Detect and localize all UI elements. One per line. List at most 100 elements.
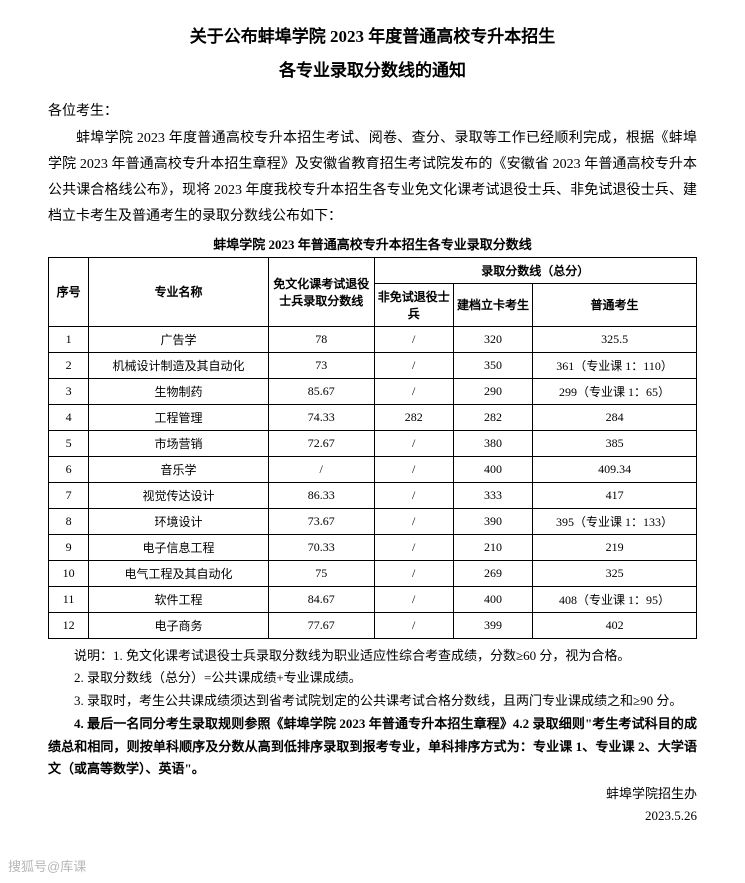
table-cell: 409.34 [533,456,697,482]
table-cell: 325.5 [533,326,697,352]
table-row: 1广告学78/320325.5 [49,326,697,352]
table-row: 11软件工程84.67/400408（专业课 1：95） [49,586,697,612]
table-cell: 74.33 [268,404,374,430]
table-cell: / [374,378,453,404]
table-cell: 8 [49,508,89,534]
notes-section: 说明：1. 免文化课考试退役士兵录取分数线为职业适应性综合考查成绩，分数≥60 … [48,645,697,782]
note-1: 说明：1. 免文化课考试退役士兵录取分数线为职业适应性综合考查成绩，分数≥60 … [48,645,697,668]
header-regular: 普通考生 [533,283,697,326]
table-cell: 机械设计制造及其自动化 [89,352,269,378]
table-cell: 400 [453,586,532,612]
table-cell: 417 [533,482,697,508]
table-cell: 395（专业课 1：133） [533,508,697,534]
table-cell: / [374,430,453,456]
table-cell: / [374,586,453,612]
table-cell: 9 [49,534,89,560]
table-cell: 333 [453,482,532,508]
table-cell: 73.67 [268,508,374,534]
table-cell: 325 [533,560,697,586]
table-cell: 77.67 [268,612,374,638]
table-cell: 11 [49,586,89,612]
table-row: 7视觉传达设计86.33/333417 [49,482,697,508]
table-cell: 5 [49,430,89,456]
table-cell: / [374,352,453,378]
table-cell: 84.67 [268,586,374,612]
header-seq: 序号 [49,257,89,326]
table-cell: 音乐学 [89,456,269,482]
table-cell: 78 [268,326,374,352]
table-cell: 299（专业课 1：65） [533,378,697,404]
table-cell: 70.33 [268,534,374,560]
body-paragraph: 蚌埠学院 2023 年度普通高校专升本招生考试、阅卷、查分、录取等工作已经顺利完… [48,126,697,230]
table-cell: 电子商务 [89,612,269,638]
table-cell: 生物制药 [89,378,269,404]
table-cell: 电气工程及其自动化 [89,560,269,586]
table-cell: 210 [453,534,532,560]
table-cell: 10 [49,560,89,586]
table-cell: 284 [533,404,697,430]
table-row: 3生物制药85.67/290299（专业课 1：65） [49,378,697,404]
note-2: 2. 录取分数线（总分）=公共课成绩+专业课成绩。 [48,667,697,690]
table-cell: / [374,612,453,638]
signature-org: 蚌埠学院招生办 [48,783,697,805]
header-poverty: 建档立卡考生 [453,283,532,326]
table-header-row-1: 序号 专业名称 免文化课考试退役士兵录取分数线 录取分数线（总分） [49,257,697,283]
table-row: 2机械设计制造及其自动化73/350361（专业课 1：110） [49,352,697,378]
table-cell: 380 [453,430,532,456]
table-row: 12电子商务77.67/399402 [49,612,697,638]
table-cell: / [268,456,374,482]
signature-block: 蚌埠学院招生办 2023.5.26 [48,783,697,827]
table-row: 8环境设计73.67/390395（专业课 1：133） [49,508,697,534]
header-exempt: 免文化课考试退役士兵录取分数线 [268,257,374,326]
table-cell: 85.67 [268,378,374,404]
table-cell: 4 [49,404,89,430]
table-cell: 320 [453,326,532,352]
table-cell: 7 [49,482,89,508]
table-cell: 399 [453,612,532,638]
table-cell: 72.67 [268,430,374,456]
table-cell: 2 [49,352,89,378]
table-cell: / [374,482,453,508]
note-3: 3. 录取时，考生公共课成绩须达到省考试院划定的公共课考试合格分数线，且两门专业… [48,690,697,713]
table-cell: 361（专业课 1：110） [533,352,697,378]
table-cell: 1 [49,326,89,352]
table-cell: / [374,326,453,352]
table-cell: 6 [49,456,89,482]
table-cell: 广告学 [89,326,269,352]
table-cell: / [374,560,453,586]
header-non-exempt: 非免试退役士兵 [374,283,453,326]
table-cell: 282 [374,404,453,430]
note-4: 4. 最后一名同分考生录取规则参照《蚌埠学院 2023 年普通专升本招生章程》4… [48,713,697,781]
title-line-2: 各专业录取分数线的通知 [48,54,697,88]
table-cell: 408（专业课 1：95） [533,586,697,612]
table-cell: / [374,508,453,534]
table-cell: 402 [533,612,697,638]
table-row: 6音乐学//400409.34 [49,456,697,482]
signature-date: 2023.5.26 [48,805,697,827]
table-cell: 73 [268,352,374,378]
title-line-1: 关于公布蚌埠学院 2023 年度普通高校专升本招生 [48,20,697,54]
table-row: 4工程管理74.33282282284 [49,404,697,430]
table-cell: 软件工程 [89,586,269,612]
table-cell: 工程管理 [89,404,269,430]
table-cell: 12 [49,612,89,638]
document-title: 关于公布蚌埠学院 2023 年度普通高校专升本招生 各专业录取分数线的通知 [48,20,697,88]
table-cell: 350 [453,352,532,378]
table-cell: 86.33 [268,482,374,508]
table-cell: 219 [533,534,697,560]
table-row: 10电气工程及其自动化75/269325 [49,560,697,586]
header-major: 专业名称 [89,257,269,326]
salutation: 各位考生： [48,100,697,120]
header-score-group: 录取分数线（总分） [374,257,696,283]
table-cell: 290 [453,378,532,404]
table-cell: 3 [49,378,89,404]
table-cell: 385 [533,430,697,456]
score-table: 序号 专业名称 免文化课考试退役士兵录取分数线 录取分数线（总分） 非免试退役士… [48,257,697,639]
table-body: 1广告学78/320325.52机械设计制造及其自动化73/350361（专业课… [49,326,697,638]
table-cell: 市场营销 [89,430,269,456]
table-cell: 视觉传达设计 [89,482,269,508]
table-cell: 电子信息工程 [89,534,269,560]
watermark: 搜狐号@库课 [8,856,86,875]
table-cell: 400 [453,456,532,482]
table-cell: 390 [453,508,532,534]
